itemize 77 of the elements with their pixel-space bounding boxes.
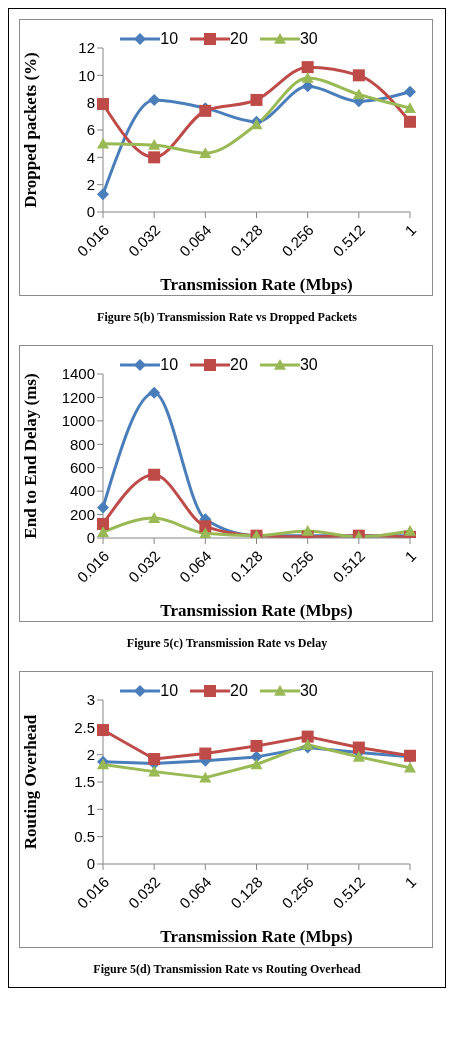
- legend-label: 10: [160, 30, 179, 48]
- y-tick-label: 200: [69, 505, 95, 523]
- point: [404, 102, 416, 113]
- y-axis-title: Dropped packets (%): [21, 52, 41, 208]
- y-tick-label: 10: [78, 66, 95, 84]
- x-tick-label: 1: [401, 221, 420, 240]
- legend-label: 10: [160, 682, 179, 700]
- point: [352, 69, 365, 82]
- y-tick-label: 2: [86, 745, 95, 763]
- y-axis-title: End to End Delay (ms): [21, 373, 41, 539]
- point: [97, 98, 109, 111]
- point: [352, 741, 365, 754]
- y-tick-label: 1200: [61, 388, 95, 406]
- point: [148, 753, 161, 766]
- legend-label: 30: [299, 682, 318, 700]
- point: [148, 139, 161, 150]
- y-tick-label: 12: [78, 39, 95, 57]
- x-axis-title: Transmission Rate (Mbps): [160, 275, 353, 294]
- y-tick-label: 1: [86, 800, 95, 818]
- legend-label: 10: [160, 356, 179, 374]
- point: [404, 85, 416, 98]
- point: [97, 724, 109, 737]
- y-tick-label: 1400: [61, 365, 95, 383]
- point: [250, 93, 263, 106]
- legend-label: 20: [230, 356, 248, 374]
- y-tick-label: 2: [86, 175, 95, 193]
- point: [148, 386, 161, 399]
- point: [148, 468, 161, 481]
- point: [199, 747, 212, 760]
- point: [199, 147, 212, 159]
- y-tick-label: 800: [69, 435, 95, 453]
- y-tick-label: 0: [86, 529, 95, 547]
- point: [301, 61, 314, 74]
- x-tick-label: 1: [401, 873, 420, 892]
- point: [148, 151, 161, 164]
- point: [148, 512, 161, 523]
- y-tick-label: 3: [86, 691, 95, 709]
- point: [199, 520, 212, 533]
- point: [199, 527, 212, 538]
- legend-label: 30: [299, 356, 318, 374]
- point: [199, 771, 212, 783]
- y-tick-label: 6: [86, 121, 95, 139]
- y-tick-label: 0.5: [74, 827, 95, 845]
- point: [97, 501, 109, 514]
- point: [148, 765, 161, 777]
- legend-label: 20: [230, 30, 248, 48]
- point: [404, 524, 416, 536]
- caption: Figure 5(c) Transmission Rate vs Delay: [125, 636, 329, 651]
- y-tick-label: 600: [69, 459, 95, 477]
- point: [250, 739, 263, 752]
- point: [404, 761, 416, 773]
- y-tick-label: 2.5: [74, 718, 95, 736]
- y-tick-label: 8: [86, 93, 95, 111]
- point: [250, 758, 263, 770]
- legend-label: 20: [230, 682, 248, 700]
- point: [404, 115, 416, 128]
- point: [97, 188, 109, 201]
- x-axis-title: Transmission Rate (Mbps): [160, 927, 353, 946]
- y-tick-label: 4: [86, 148, 95, 166]
- y-tick-label: 400: [69, 482, 95, 500]
- point: [97, 517, 109, 530]
- point: [301, 738, 314, 750]
- x-tick-label: 1: [401, 547, 420, 566]
- y-axis-title: Routing Overhead: [21, 714, 41, 850]
- legend-label: 30: [299, 30, 318, 48]
- point: [301, 72, 314, 83]
- point: [301, 730, 314, 743]
- y-tick-label: 1.5: [74, 773, 95, 791]
- y-tick-label: 1000: [61, 412, 95, 430]
- y-tick-label: 0: [86, 855, 95, 873]
- x-axis-title: Transmission Rate (Mbps): [160, 601, 353, 620]
- caption: Figure 5(b) Transmission Rate vs Dropped Packets: [96, 310, 358, 325]
- caption: Figure 5(d) Transmission Rate vs Routing Overhead: [92, 962, 362, 977]
- point: [352, 750, 365, 762]
- y-tick-label: 0: [86, 203, 95, 221]
- point: [352, 88, 365, 100]
- point: [301, 524, 314, 536]
